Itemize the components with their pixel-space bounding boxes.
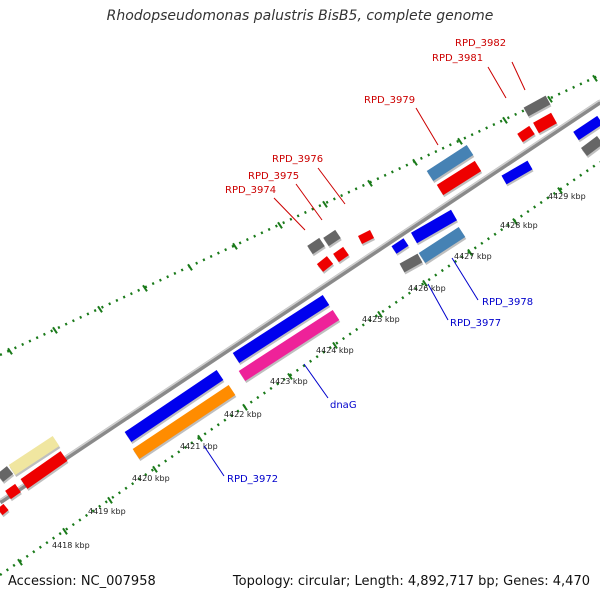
gene-leader-line (303, 363, 329, 399)
gene-block (391, 238, 409, 254)
gene-leader-line (487, 66, 507, 99)
gene-label: RPD_3974 (225, 185, 276, 196)
gene-block (323, 229, 341, 247)
gene-block (333, 246, 349, 263)
gene-leader-line (203, 445, 225, 477)
gene-label: RPD_3972 (227, 474, 278, 485)
tick-label: 4419 kbp (88, 507, 126, 516)
genome-backbone (0, 99, 600, 505)
gene-leader-line (295, 183, 323, 221)
gene-block (307, 237, 325, 255)
gene-leader-line (427, 283, 449, 321)
tick-mark (367, 179, 373, 187)
tick-label: 4426 kbp (408, 284, 446, 293)
map-title: Rhodopseudomonas palustris BisB5, comple… (106, 8, 494, 24)
gene-leaders (203, 61, 526, 477)
tick-label: 4425 kbp (362, 315, 400, 324)
gene-labels: RPD_3982 RPD_3981 RPD_3979 RPD_3976 RPD_3975… (225, 38, 533, 485)
tick-label: 4427 kbp (454, 252, 492, 261)
gene-block (418, 226, 466, 264)
accession-text: Accession: NC_007958 (8, 574, 156, 589)
gene-label: RPD_3978 (482, 297, 533, 308)
gene-leader-line (317, 167, 346, 205)
gene-leader-line (415, 107, 439, 146)
tick-mark (7, 347, 13, 355)
tick-mark (62, 527, 68, 535)
tick-label: 4422 kbp (224, 410, 262, 419)
tick-mark (457, 137, 463, 145)
tick-mark (242, 403, 248, 411)
lower-scale-track (0, 160, 600, 577)
tick-label: 4420 kbp (132, 474, 170, 483)
tick-mark (512, 217, 518, 226)
gene-block (399, 253, 423, 273)
tick-mark (107, 496, 113, 504)
tick-mark (142, 284, 148, 292)
gene-block (232, 294, 330, 364)
gene-block (501, 160, 533, 185)
tick-mark (592, 74, 598, 82)
tick-mark (547, 95, 553, 103)
gene-label: RPD_3976 (272, 154, 323, 165)
gene-block (0, 466, 14, 482)
gene-block (0, 503, 9, 516)
tick-label: 4418 kbp (52, 541, 90, 550)
gene-label: RPD_3977 (450, 318, 501, 329)
tick-mark (377, 310, 383, 318)
gene-block (8, 435, 60, 476)
tick-mark (412, 158, 418, 166)
tick-mark (232, 242, 238, 250)
tick-labels: 4418 kbp 4419 kbp 4420 kbp 4421 kbp 4422 kbp… (52, 192, 586, 550)
backbone-highlight (0, 99, 600, 501)
tick-mark (197, 434, 203, 442)
tick-mark (467, 248, 473, 257)
tick-mark (557, 186, 563, 195)
tick-mark (17, 558, 23, 566)
gene-block (357, 229, 375, 245)
gene-block (5, 483, 21, 500)
gene-label: dnaG (330, 400, 357, 411)
gene-block (533, 112, 557, 134)
gene-label: RPD_3975 (248, 171, 299, 182)
tick-mark (322, 200, 328, 208)
tick-mark (332, 341, 338, 349)
gene-block (436, 160, 482, 196)
topology-text: Topology: circular; Length: 4,892,717 bp… (232, 574, 590, 589)
gene-block (523, 95, 551, 117)
gene-block (124, 370, 224, 442)
gene-label: RPD_3982 (455, 38, 506, 49)
tick-mark (152, 465, 158, 473)
gene-label: RPD_3981 (432, 53, 483, 64)
gene-blocks (0, 95, 600, 518)
gene-block (517, 125, 535, 143)
tick-mark (277, 221, 283, 229)
gene-leader-line (273, 197, 306, 231)
gene-block (316, 256, 334, 272)
tick-label: 4423 kbp (270, 377, 308, 386)
gene-block (573, 115, 600, 141)
tick-label: 4428 kbp (500, 221, 538, 230)
gene-block (238, 309, 340, 382)
tick-mark (502, 116, 508, 124)
tick-label: 4424 kbp (316, 346, 354, 355)
tick-mark (287, 372, 293, 380)
tick-mark (52, 326, 58, 334)
major-ticks (7, 74, 598, 566)
gene-block (411, 209, 457, 244)
tick-mark (97, 305, 103, 313)
gene-label: RPD_3979 (364, 95, 415, 106)
gene-block (132, 385, 236, 459)
tick-label: 4421 kbp (180, 442, 218, 451)
tick-mark (422, 279, 428, 288)
gene-leader-line (451, 257, 479, 301)
gene-block (426, 144, 474, 182)
tick-mark (187, 263, 193, 271)
tick-label: 4429 kbp (548, 192, 586, 201)
gene-leader-line (511, 61, 526, 91)
gene-block (581, 136, 600, 156)
gene-block (20, 451, 68, 489)
